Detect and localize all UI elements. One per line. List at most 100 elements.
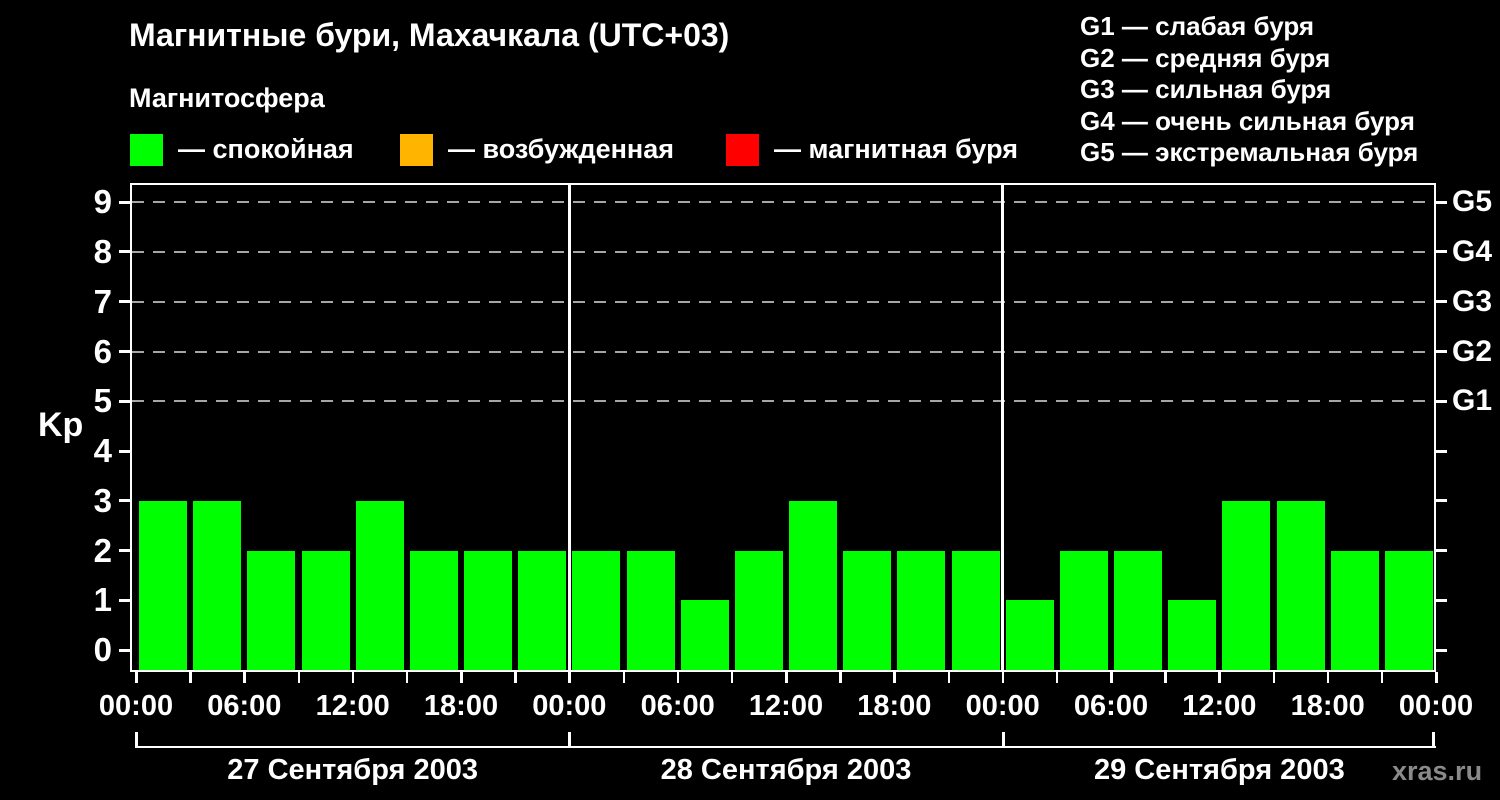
y-axis-label: 3 (93, 481, 112, 519)
quiet-color-swatch (130, 133, 163, 166)
x-axis-label: 00:00 (1398, 690, 1474, 722)
kp-bar (897, 550, 946, 670)
right-tick (1436, 648, 1447, 652)
x-axis-label: 06:00 (207, 690, 282, 722)
x-tick (1218, 672, 1221, 683)
y-tick (119, 598, 130, 602)
right-tick (1436, 200, 1447, 204)
kp-bar (1222, 500, 1271, 670)
g-axis-label: G4 (1452, 234, 1493, 268)
g-axis-label: G2 (1452, 334, 1493, 368)
x-tick (1380, 672, 1384, 683)
kp-bar (626, 550, 675, 670)
kp-bar (951, 550, 1000, 670)
x-axis-label: 18:00 (423, 690, 499, 722)
date-label: 27 Сентября 2003 (227, 754, 479, 786)
y-axis-title: Kp (38, 406, 84, 444)
chart-title: Магнитные бури, Махачкала (UTC+03) (129, 17, 730, 53)
legend-item-disturbed: — возбужденная (400, 133, 674, 166)
disturbed-color-swatch (400, 133, 433, 166)
x-tick (1055, 672, 1059, 683)
x-tick (839, 672, 842, 683)
kp-bar (789, 500, 838, 670)
g-axis-label: G5 (1452, 185, 1493, 219)
x-axis-label: 06:00 (1073, 690, 1149, 722)
x-tick (893, 672, 896, 683)
x-tick (676, 672, 680, 683)
y-tick (119, 350, 130, 354)
g-axis-label: G3 (1452, 284, 1493, 318)
y-tick (119, 250, 130, 254)
storm-scale-g3: G3 — сильная буря (1080, 74, 1332, 105)
kp-bar (1168, 600, 1217, 670)
x-tick (568, 672, 571, 683)
kp-bar (139, 500, 188, 670)
kp-bar (1005, 600, 1054, 670)
date-bracket (136, 746, 1436, 748)
x-tick (622, 672, 625, 683)
day-separator (567, 185, 571, 670)
x-axis-label: 00:00 (532, 690, 607, 722)
legend-item-quiet: — спокойная (130, 133, 354, 166)
y-tick (119, 449, 130, 453)
y-tick (119, 648, 130, 652)
x-axis-label: 12:00 (315, 690, 390, 722)
kp-bar (843, 550, 892, 670)
x-tick (351, 672, 355, 683)
kp-bar (572, 550, 621, 670)
x-axis-label: 12:00 (748, 690, 824, 722)
kp-bar (464, 550, 513, 670)
x-tick (297, 672, 300, 683)
right-tick (1436, 499, 1447, 503)
right-tick (1436, 250, 1447, 254)
legend-label: — магнитная буря (774, 134, 1018, 164)
y-tick (119, 549, 130, 553)
y-tick (119, 499, 130, 503)
x-tick (1326, 672, 1330, 683)
storm-scale-g1: G1 — слабая буря (1080, 11, 1315, 41)
x-tick (405, 672, 409, 683)
kp-bar (355, 500, 404, 670)
x-tick (189, 672, 192, 683)
storm-scale-g5: G5 — экстремальная буря (1080, 137, 1419, 168)
x-tick (460, 672, 463, 683)
y-axis-label: 9 (93, 183, 112, 221)
x-tick (514, 672, 517, 683)
x-axis-label: 18:00 (857, 690, 932, 722)
storm-scale-g4: G4 — очень сильная буря (1080, 105, 1415, 136)
legend-item-storm: — магнитная буря (726, 133, 1018, 166)
x-tick (1164, 672, 1167, 683)
kp-bar (518, 550, 567, 670)
legend-label: — возбужденная (448, 134, 674, 164)
storm-color-swatch (726, 133, 759, 166)
right-tick (1436, 350, 1447, 354)
y-axis-label: 2 (93, 531, 112, 569)
grid-line (132, 201, 1434, 204)
x-axis-label: 18:00 (1290, 690, 1365, 722)
y-tick (119, 399, 130, 403)
kp-bar (734, 550, 783, 670)
right-tick (1436, 399, 1447, 403)
x-tick (1110, 672, 1113, 683)
date-bracket-tick (1001, 732, 1005, 748)
x-axis-label: 12:00 (1182, 690, 1257, 722)
kp-bar (301, 550, 350, 670)
x-axis-label: 06:00 (640, 690, 715, 722)
x-tick (135, 672, 138, 683)
right-tick (1436, 598, 1447, 602)
y-axis-label: 6 (93, 332, 112, 370)
date-bracket-tick (1432, 732, 1435, 748)
day-separator (1001, 185, 1005, 670)
y-axis-label: 8 (93, 232, 112, 270)
y-axis-label: 4 (93, 432, 112, 470)
x-tick (1001, 672, 1005, 683)
date-label: 29 Сентября 2003 (1093, 754, 1345, 786)
magnetosphere-label: Магнитосфера (129, 83, 325, 113)
y-tick (119, 300, 130, 304)
y-axis-label: 1 (93, 581, 112, 619)
y-axis-label: 0 (93, 631, 112, 669)
legend-label: — спокойная (178, 134, 354, 164)
right-tick (1436, 300, 1447, 304)
kp-bar (247, 550, 296, 670)
kp-bar (1114, 550, 1163, 670)
